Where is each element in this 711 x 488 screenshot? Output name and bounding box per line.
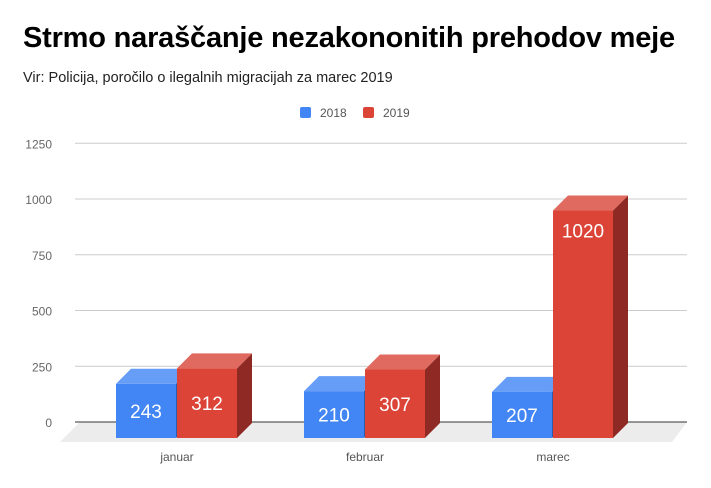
legend-swatch-2019 [363, 107, 374, 118]
bar-2019-marec [553, 210, 613, 438]
x-tick-label: februar [346, 450, 384, 464]
bar-2018-februar-top [304, 376, 379, 392]
bar-2018-marec [492, 391, 552, 438]
bar-2018-januar [116, 383, 176, 438]
chart-title: Strmo naraščanje nezakononitih prehodov … [23, 22, 675, 54]
bar-2019-februar-side [425, 354, 440, 438]
data-label: 1020 [562, 222, 604, 243]
bar-2018-januar-top [116, 368, 191, 384]
y-tick-label: 1250 [25, 137, 52, 151]
y-tick-label: 750 [32, 249, 52, 263]
legend-label-2018: 2018 [320, 106, 347, 120]
bar-2019-februar-top [365, 354, 440, 370]
bar-2018-februar [304, 391, 364, 438]
y-tick-label: 250 [32, 360, 52, 374]
bar-2019-januar-side [237, 353, 252, 438]
x-tick-label: januar [159, 450, 193, 464]
legend-label-2019: 2019 [383, 106, 410, 120]
bar-2019-februar [365, 369, 425, 438]
y-tick-label: 500 [32, 305, 52, 319]
data-label: 210 [318, 406, 350, 427]
bar-2019-januar-top [177, 353, 252, 369]
y-tick-label: 0 [45, 416, 52, 430]
bar-2019-marec-side [613, 195, 628, 438]
data-label: 243 [130, 402, 162, 423]
chart-subtitle: Vir: Policija, poročilo o ilegalnih migr… [23, 70, 393, 86]
legend-swatch-2018 [300, 107, 311, 118]
x-tick-label: marec [536, 450, 569, 464]
data-label: 207 [506, 406, 538, 427]
bar-2019-marec-top [553, 195, 628, 211]
bar-2019-januar [177, 368, 237, 438]
data-label: 307 [379, 395, 411, 416]
bar-2018-marec-top [492, 376, 567, 392]
y-tick-label: 1000 [25, 193, 52, 207]
data-label: 312 [191, 394, 223, 415]
